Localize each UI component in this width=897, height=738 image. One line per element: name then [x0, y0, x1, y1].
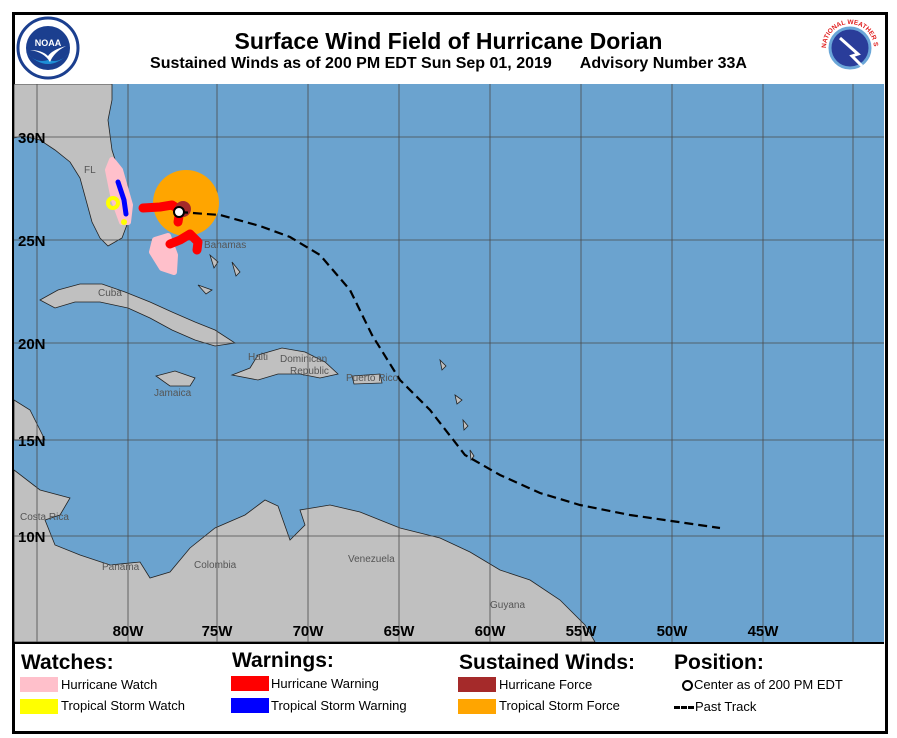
label-guyana: Guyana	[490, 600, 525, 611]
lon-label-60w: 60W	[475, 623, 507, 640]
ts-watch-label: Tropical Storm Watch	[61, 698, 186, 713]
label-venezuela: Venezuela	[348, 554, 395, 565]
nws-logo: NATIONAL WEATHER SERVICE	[818, 16, 880, 78]
lat-label-30n: 30N	[18, 130, 46, 147]
ts-watch-lake	[106, 196, 120, 210]
hurricane-force-swatch	[458, 677, 496, 692]
label-dominican: Dominican	[280, 354, 327, 365]
ts-force-swatch	[458, 699, 496, 714]
ts-watch-keys	[121, 219, 127, 225]
land	[14, 84, 596, 642]
label-panama: Panama	[102, 562, 140, 573]
ts-warning-label: Tropical Storm Warning	[271, 698, 407, 713]
lat-label-20n: 20N	[18, 336, 46, 353]
past-track-label: Past Track	[695, 699, 757, 714]
label-haiti: Haiti	[248, 352, 268, 363]
graticule	[14, 84, 884, 642]
svg-text:NOAA: NOAA	[35, 38, 62, 48]
map-subtitle: Sustained Winds as of 200 PM EDT Sun Sep…	[0, 55, 897, 73]
lon-label-80w: 80W	[113, 623, 145, 640]
label-republic: Republic	[290, 366, 329, 377]
lon-label-70w: 70W	[293, 623, 325, 640]
lon-label-75w: 75W	[202, 623, 234, 640]
hurricane-watch-label: Hurricane Watch	[61, 677, 158, 692]
advisory-time: Sustained Winds as of 200 PM EDT Sun Sep…	[150, 55, 552, 72]
hurricane-warning-swatch	[231, 676, 269, 691]
legend-watches-heading: Watches:	[21, 651, 114, 674]
hurricane-watch-swatch	[20, 677, 58, 692]
legend-warnings-heading: Warnings:	[232, 649, 334, 672]
ts-warning-fl	[115, 179, 129, 217]
label-puerto-rico: Puerto Rico	[346, 373, 399, 384]
lon-label-65w: 65W	[384, 623, 416, 640]
land-bahamas	[197, 253, 241, 295]
ts-force-label: Tropical Storm Force	[499, 698, 620, 713]
label-bahamas: Bahamas	[204, 240, 246, 251]
lat-label-25n: 25N	[18, 233, 46, 250]
wind-field-map: FL Bahamas Cuba Jamaica Haiti Dominican …	[14, 84, 884, 642]
past-track	[178, 210, 721, 530]
past-track-icon	[674, 706, 694, 709]
land-puerto-rico	[351, 373, 383, 385]
land-hispaniola	[230, 347, 339, 381]
lat-label-15n: 15N	[18, 433, 46, 450]
center-marker-icon	[682, 680, 693, 691]
noaa-logo: NOAA	[16, 16, 80, 80]
map-title: Surface Wind Field of Hurricane Dorian	[234, 28, 663, 54]
center-label: Center as of 200 PM EDT	[694, 677, 843, 692]
lat-label-10n: 10N	[18, 529, 46, 546]
label-fl: FL	[84, 165, 96, 176]
land-south-central-america	[14, 469, 596, 642]
hurricane-warning-label: Hurricane Warning	[271, 676, 379, 691]
legend-position-heading: Position:	[674, 651, 764, 674]
hurricane-force-label: Hurricane Force	[499, 677, 593, 692]
label-jamaica: Jamaica	[154, 388, 192, 399]
ts-watch-swatch	[20, 699, 58, 714]
storm-center-marker	[173, 206, 185, 218]
map-legend-divider	[14, 642, 884, 644]
lon-label-50w: 50W	[657, 623, 689, 640]
land-florida	[14, 84, 129, 247]
land-lesser-antilles	[439, 358, 475, 462]
lon-label-45w: 45W	[748, 623, 780, 640]
label-colombia: Colombia	[194, 560, 237, 571]
advisory-number: Advisory Number 33A	[579, 55, 747, 72]
label-costa-rica: Costa Rica	[20, 512, 69, 523]
legend-winds-heading: Sustained Winds:	[459, 651, 635, 674]
label-cuba: Cuba	[98, 288, 122, 299]
ts-warning-swatch	[231, 698, 269, 713]
lon-label-55w: 55W	[566, 623, 598, 640]
land-jamaica	[155, 370, 196, 387]
